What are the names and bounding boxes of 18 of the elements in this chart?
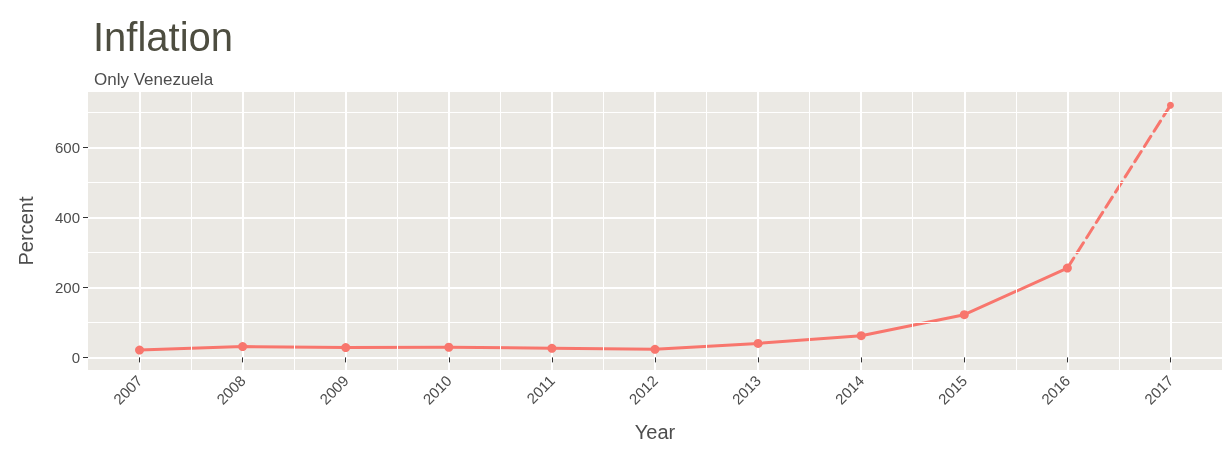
chart-title: Inflation bbox=[93, 15, 234, 59]
y-axis-title: Percent bbox=[15, 196, 37, 266]
point bbox=[135, 345, 145, 355]
x-axis-title: Year bbox=[634, 421, 676, 443]
y-tick-label: 200 bbox=[54, 278, 80, 296]
point bbox=[753, 338, 763, 348]
point bbox=[1166, 101, 1174, 109]
y-tick-label: 400 bbox=[54, 208, 80, 226]
y-tick-label: 0 bbox=[71, 348, 80, 366]
chart-subtitle: Only Venezuela bbox=[94, 70, 214, 89]
point bbox=[444, 342, 454, 352]
point bbox=[856, 331, 866, 341]
point bbox=[547, 343, 557, 353]
point bbox=[341, 343, 351, 353]
point bbox=[959, 310, 969, 320]
y-tick-label: 600 bbox=[54, 138, 80, 156]
point bbox=[238, 342, 248, 352]
point bbox=[650, 344, 660, 354]
